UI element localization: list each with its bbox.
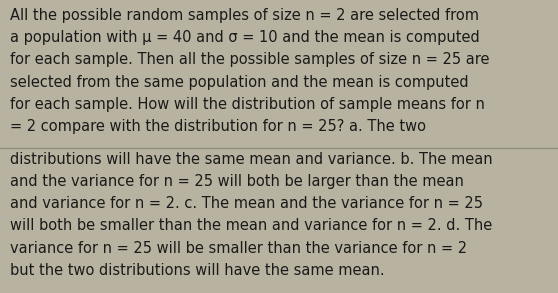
Text: distributions will have the same mean and variance. b. The mean: distributions will have the same mean an… [10, 152, 493, 167]
Text: and variance for n = 2. c. The mean and the variance for n = 25: and variance for n = 2. c. The mean and … [10, 196, 483, 211]
Text: a population with μ = 40 and σ = 10 and the mean is computed: a population with μ = 40 and σ = 10 and … [10, 30, 480, 45]
Text: All the possible random samples of size n = 2 are selected from: All the possible random samples of size … [10, 8, 479, 23]
Text: = 2 compare with the distribution for n = 25? a. The two: = 2 compare with the distribution for n … [10, 119, 426, 134]
Text: variance for n = 25 will be smaller than the variance for n = 2: variance for n = 25 will be smaller than… [10, 241, 467, 256]
Text: but the two distributions will have the same mean.: but the two distributions will have the … [10, 263, 384, 278]
Text: and the variance for n = 25 will both be larger than the mean: and the variance for n = 25 will both be… [10, 174, 464, 189]
Text: will both be smaller than the mean and variance for n = 2. d. The: will both be smaller than the mean and v… [10, 219, 492, 234]
Text: for each sample. How will the distribution of sample means for n: for each sample. How will the distributi… [10, 97, 485, 112]
Text: selected from the same population and the mean is computed: selected from the same population and th… [10, 74, 469, 89]
Text: for each sample. Then all the possible samples of size n = 25 are: for each sample. Then all the possible s… [10, 52, 489, 67]
